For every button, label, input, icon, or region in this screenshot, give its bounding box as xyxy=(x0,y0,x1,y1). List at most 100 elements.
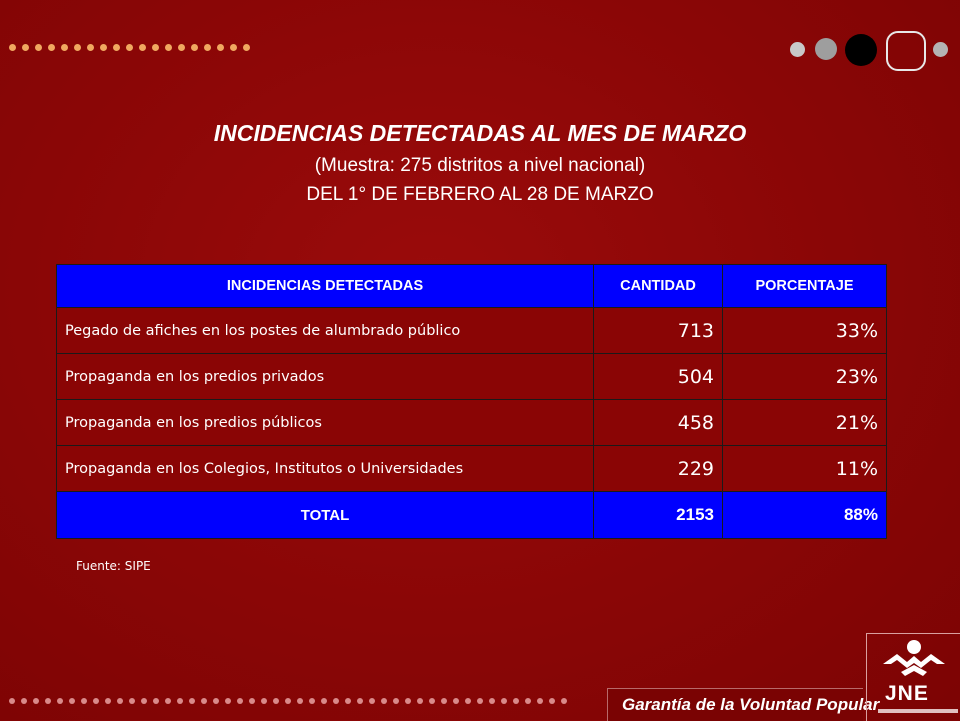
dot xyxy=(35,44,42,51)
dot xyxy=(100,44,107,51)
table-row: Propaganda en los predios públicos 458 2… xyxy=(56,399,887,446)
decorative-dots-top xyxy=(9,44,250,51)
total-porcentaje: 88% xyxy=(722,491,887,539)
source-note: Fuente: SIPE xyxy=(76,559,151,573)
dot xyxy=(561,698,567,704)
table-row: Pegado de afiches en los postes de alumb… xyxy=(56,307,887,354)
incidents-table: INCIDENCIAS DETECTADAS CANTIDAD PORCENTA… xyxy=(56,264,887,539)
dot xyxy=(357,698,363,704)
incidence-cantidad: 713 xyxy=(593,307,723,354)
table-row: Propaganda en los predios privados 504 2… xyxy=(56,353,887,400)
dot xyxy=(213,698,219,704)
dot xyxy=(33,698,39,704)
dot xyxy=(61,44,68,51)
tagline: Garantía de la Voluntad Popular xyxy=(622,695,880,714)
dot xyxy=(230,44,237,51)
decorative-circles xyxy=(785,28,960,78)
dot xyxy=(152,44,159,51)
dot xyxy=(249,698,255,704)
dot xyxy=(417,698,423,704)
circle-gray xyxy=(815,38,837,60)
dot xyxy=(429,698,435,704)
dot xyxy=(525,698,531,704)
column-header-cantidad: CANTIDAD xyxy=(593,264,723,308)
dot xyxy=(9,698,15,704)
incidence-cantidad: 504 xyxy=(593,353,723,400)
table-header-row: INCIDENCIAS DETECTADAS CANTIDAD PORCENTA… xyxy=(56,264,887,308)
dot xyxy=(165,698,171,704)
dot xyxy=(141,698,147,704)
circle-light-gray-right xyxy=(933,42,948,57)
dot xyxy=(48,44,55,51)
dot xyxy=(333,698,339,704)
total-label: TOTAL xyxy=(56,491,594,539)
dot xyxy=(201,698,207,704)
slide-title: INCIDENCIAS DETECTADAS AL MES DE MARZO xyxy=(213,120,747,146)
slide-period: DEL 1° DE FEBRERO AL 28 DE MARZO xyxy=(306,184,654,205)
incidence-cantidad: 458 xyxy=(593,399,723,446)
circle-outline xyxy=(886,31,926,71)
decorative-dots-bottom xyxy=(9,698,567,704)
dot xyxy=(139,44,146,51)
dot xyxy=(178,44,185,51)
logo-subtext-bar xyxy=(878,709,958,713)
dot xyxy=(513,698,519,704)
dot xyxy=(261,698,267,704)
logo-text: JNE xyxy=(885,682,929,705)
dot xyxy=(393,698,399,704)
dot xyxy=(369,698,375,704)
tagline-box: Garantía de la Voluntad Popular xyxy=(607,688,879,721)
dot xyxy=(93,698,99,704)
dot xyxy=(126,44,133,51)
dot xyxy=(105,698,111,704)
dot xyxy=(297,698,303,704)
dot xyxy=(225,698,231,704)
dot xyxy=(549,698,555,704)
dot xyxy=(45,698,51,704)
dot xyxy=(309,698,315,704)
dot xyxy=(285,698,291,704)
dot xyxy=(441,698,447,704)
dot xyxy=(129,698,135,704)
dot xyxy=(405,698,411,704)
column-header-incidencias: INCIDENCIAS DETECTADAS xyxy=(56,264,594,308)
dot xyxy=(177,698,183,704)
dot xyxy=(113,44,120,51)
jne-logo: JNE xyxy=(866,633,960,721)
dot xyxy=(501,698,507,704)
total-cantidad: 2153 xyxy=(593,491,723,539)
incidence-label: Propaganda en los Colegios, Institutos o… xyxy=(56,445,594,492)
dot xyxy=(117,698,123,704)
dot xyxy=(243,44,250,51)
dot xyxy=(9,44,16,51)
circle-light-gray xyxy=(790,42,805,57)
dot xyxy=(57,698,63,704)
incidence-label: Pegado de afiches en los postes de alumb… xyxy=(56,307,594,354)
dot xyxy=(69,698,75,704)
dot xyxy=(453,698,459,704)
incidence-cantidad: 229 xyxy=(593,445,723,492)
dot xyxy=(22,44,29,51)
incidence-porcentaje: 11% xyxy=(722,445,887,492)
incidence-label: Propaganda en los predios privados xyxy=(56,353,594,400)
dot xyxy=(21,698,27,704)
incidence-porcentaje: 23% xyxy=(722,353,887,400)
dot xyxy=(87,44,94,51)
dot xyxy=(204,44,211,51)
dot xyxy=(381,698,387,704)
incidence-label: Propaganda en los predios públicos xyxy=(56,399,594,446)
dot xyxy=(217,44,224,51)
table-row: Propaganda en los Colegios, Institutos o… xyxy=(56,445,887,492)
dot xyxy=(189,698,195,704)
dot xyxy=(321,698,327,704)
dot xyxy=(74,44,81,51)
dot xyxy=(237,698,243,704)
dot xyxy=(153,698,159,704)
dot xyxy=(345,698,351,704)
slide-subtitle: (Muestra: 275 distritos a nivel nacional… xyxy=(314,155,646,176)
dot xyxy=(477,698,483,704)
dot xyxy=(165,44,172,51)
dot xyxy=(81,698,87,704)
incidence-porcentaje: 33% xyxy=(722,307,887,354)
dot xyxy=(191,44,198,51)
